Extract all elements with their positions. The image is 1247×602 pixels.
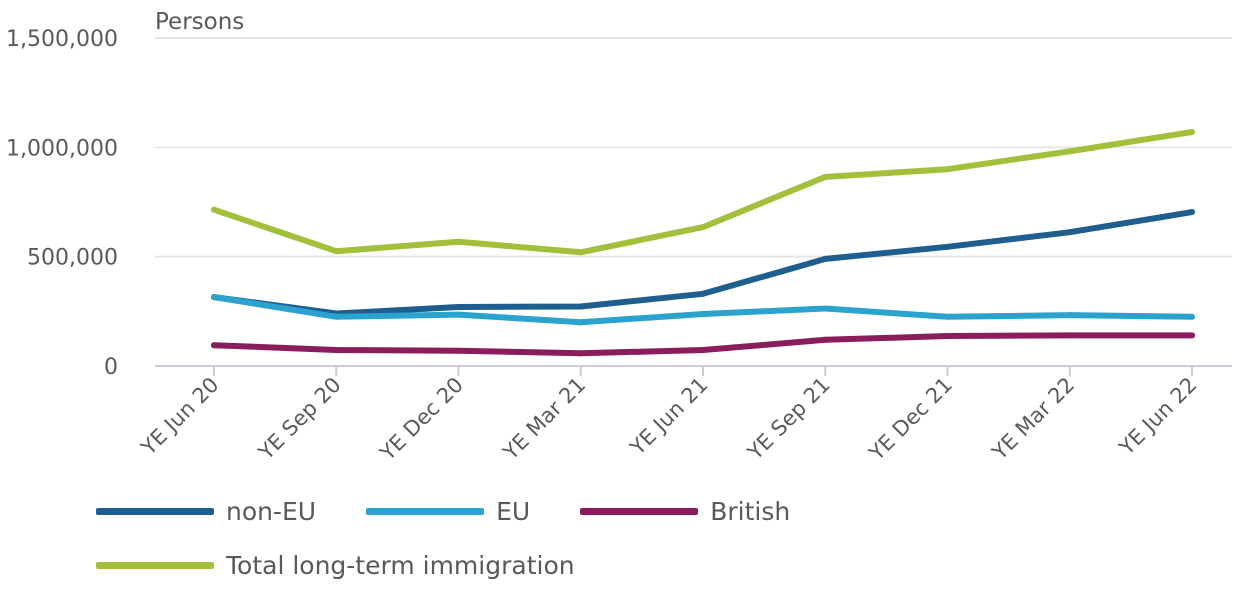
- legend-item-total[interactable]: Total long-term immigration: [96, 551, 575, 580]
- data-point[interactable]: [700, 224, 706, 231]
- data-point[interactable]: [1066, 148, 1073, 155]
- x-tick-label: YE Dec 21: [864, 373, 957, 466]
- data-point[interactable]: [211, 342, 217, 349]
- data-point[interactable]: [1189, 209, 1195, 216]
- data-point[interactable]: [1189, 332, 1195, 339]
- data-point[interactable]: [333, 347, 340, 354]
- y-axis-unit-label: Persons: [155, 9, 244, 35]
- legend-swatch-british: [580, 507, 699, 515]
- legend-label-british: British: [710, 496, 791, 526]
- data-point[interactable]: [1066, 332, 1073, 339]
- data-point[interactable]: [211, 206, 217, 213]
- x-tick-label: YE Sep 21: [742, 373, 834, 465]
- x-tick-label: YE Dec 20: [375, 373, 468, 466]
- legend-row-1: non-EU EU British: [96, 494, 1196, 528]
- x-tick-label: YE Mar 22: [987, 373, 1079, 465]
- data-point[interactable]: [944, 313, 951, 320]
- legend-label-total: Total long-term immigration: [226, 550, 575, 580]
- legend-label-eu: EU: [496, 496, 531, 526]
- data-point[interactable]: [577, 319, 584, 326]
- data-point[interactable]: [455, 303, 462, 310]
- data-point[interactable]: [944, 243, 951, 250]
- y-axis-ticks: 0 500,000 1,000,000 1,500,000: [6, 27, 118, 380]
- data-point[interactable]: [455, 238, 462, 245]
- legend: non-EU EU British Total long-term immigr…: [96, 494, 1196, 602]
- data-point[interactable]: [455, 347, 462, 354]
- data-point[interactable]: [822, 173, 829, 180]
- x-tick-label: YE Jun 20: [136, 373, 224, 461]
- data-point[interactable]: [211, 294, 217, 301]
- y-tick-label: 0: [104, 355, 118, 380]
- legend-item-eu[interactable]: EU: [366, 497, 530, 526]
- data-point[interactable]: [944, 166, 951, 173]
- data-point[interactable]: [1066, 312, 1073, 319]
- data-point[interactable]: [333, 313, 340, 320]
- x-tick-label: YE Sep 20: [253, 373, 345, 465]
- data-point[interactable]: [944, 333, 951, 340]
- x-tick-label: YE Mar 21: [498, 373, 590, 465]
- y-tick-label: 500,000: [27, 246, 118, 271]
- legend-swatch-total: [96, 561, 214, 569]
- data-point[interactable]: [700, 290, 706, 297]
- series-lines: [211, 129, 1195, 357]
- legend-swatch-non-eu: [96, 507, 214, 515]
- data-point[interactable]: [1189, 129, 1195, 136]
- data-point[interactable]: [1189, 313, 1195, 320]
- data-point[interactable]: [455, 311, 462, 318]
- legend-label-non-eu: non-EU: [226, 496, 317, 526]
- y-tick-label: 1,000,000: [6, 136, 118, 161]
- data-point[interactable]: [577, 350, 584, 357]
- data-point[interactable]: [700, 310, 706, 317]
- data-point[interactable]: [822, 255, 829, 262]
- data-point[interactable]: [577, 303, 584, 310]
- y-tick-label: 1,500,000: [6, 27, 118, 52]
- gridlines: [155, 37, 1232, 367]
- legend-row-2: Total long-term immigration: [96, 548, 1196, 582]
- data-point[interactable]: [333, 248, 340, 255]
- line-chart: Persons 0 500,000 1,000,000 1,500,000 YE Ju…: [6, 9, 1232, 466]
- data-point[interactable]: [822, 336, 829, 343]
- x-tick-label: YE Jun 22: [1114, 373, 1202, 461]
- data-point[interactable]: [577, 249, 584, 256]
- data-point[interactable]: [700, 347, 706, 354]
- legend-swatch-eu: [366, 507, 485, 515]
- x-tick-label: YE Jun 21: [625, 373, 713, 461]
- legend-item-non-eu[interactable]: non-EU: [96, 497, 316, 526]
- data-point[interactable]: [822, 305, 829, 312]
- data-point[interactable]: [1066, 229, 1073, 236]
- legend-item-british[interactable]: British: [580, 497, 790, 526]
- x-axis: YE Jun 20 YE Sep 20 YE Dec 20 YE Mar 21 YE J…: [136, 366, 1202, 466]
